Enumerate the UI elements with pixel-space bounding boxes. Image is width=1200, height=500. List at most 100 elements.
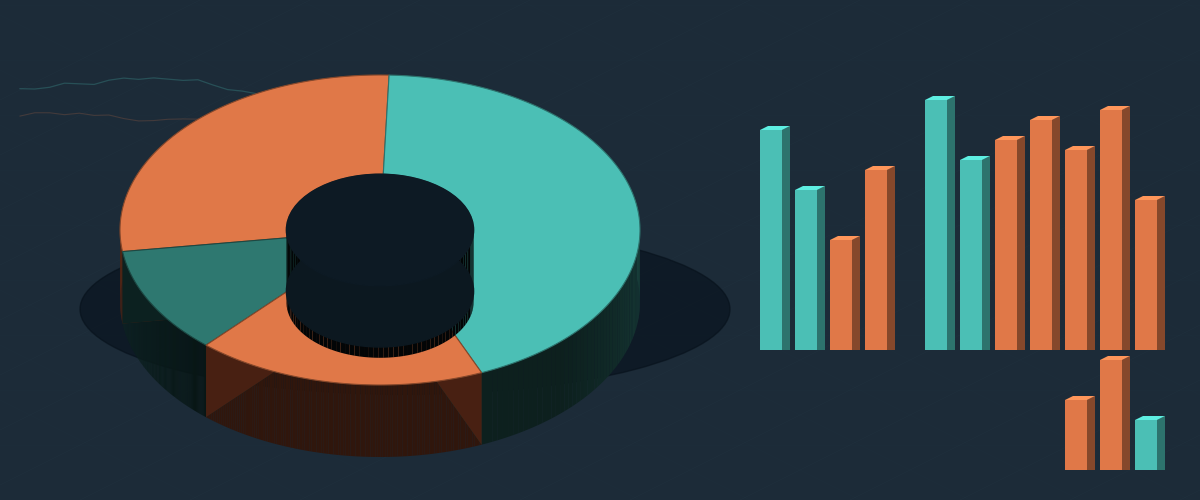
Polygon shape	[368, 286, 374, 358]
Polygon shape	[349, 283, 354, 356]
Polygon shape	[292, 249, 294, 324]
Polygon shape	[298, 257, 300, 332]
Polygon shape	[324, 382, 326, 454]
Polygon shape	[272, 371, 275, 444]
Polygon shape	[312, 268, 316, 342]
Polygon shape	[364, 285, 368, 358]
Polygon shape	[449, 266, 452, 340]
Polygon shape	[592, 318, 594, 392]
Polygon shape	[456, 260, 458, 335]
Polygon shape	[1030, 116, 1060, 120]
Polygon shape	[293, 376, 295, 448]
Polygon shape	[246, 363, 248, 436]
Polygon shape	[383, 75, 389, 246]
Polygon shape	[288, 375, 290, 448]
Polygon shape	[206, 345, 208, 418]
Ellipse shape	[287, 236, 474, 347]
Polygon shape	[425, 278, 426, 351]
Polygon shape	[295, 376, 298, 449]
Polygon shape	[1135, 416, 1165, 420]
Polygon shape	[1087, 146, 1096, 350]
Polygon shape	[569, 334, 572, 409]
Polygon shape	[383, 385, 385, 457]
Polygon shape	[232, 357, 233, 430]
Polygon shape	[403, 283, 408, 356]
Polygon shape	[564, 337, 569, 411]
Polygon shape	[304, 262, 306, 336]
Polygon shape	[1030, 120, 1052, 350]
Polygon shape	[385, 385, 388, 457]
Polygon shape	[307, 378, 310, 451]
Polygon shape	[444, 380, 446, 452]
Polygon shape	[796, 190, 817, 350]
Polygon shape	[210, 347, 211, 420]
Polygon shape	[294, 252, 295, 326]
Polygon shape	[413, 384, 415, 456]
Polygon shape	[624, 280, 626, 355]
Polygon shape	[338, 383, 341, 455]
Polygon shape	[1135, 200, 1157, 350]
Polygon shape	[350, 384, 353, 456]
Polygon shape	[373, 385, 376, 457]
Polygon shape	[1066, 400, 1087, 470]
Polygon shape	[443, 270, 445, 343]
Polygon shape	[434, 274, 438, 347]
Polygon shape	[995, 140, 1018, 350]
Ellipse shape	[80, 224, 730, 394]
Polygon shape	[281, 374, 283, 446]
Polygon shape	[446, 380, 449, 452]
Polygon shape	[334, 382, 336, 455]
Polygon shape	[817, 186, 826, 350]
Polygon shape	[122, 238, 287, 324]
Polygon shape	[434, 382, 437, 454]
Polygon shape	[1087, 396, 1096, 470]
Polygon shape	[425, 382, 427, 454]
Polygon shape	[250, 364, 252, 437]
Polygon shape	[216, 350, 217, 423]
Polygon shape	[413, 281, 418, 354]
Polygon shape	[317, 380, 319, 452]
Polygon shape	[1052, 116, 1060, 350]
Polygon shape	[475, 374, 478, 446]
Polygon shape	[336, 383, 338, 455]
Polygon shape	[329, 382, 331, 454]
Polygon shape	[442, 270, 445, 344]
Polygon shape	[263, 368, 265, 441]
Polygon shape	[420, 383, 422, 455]
Polygon shape	[217, 351, 220, 424]
Polygon shape	[598, 312, 601, 386]
Polygon shape	[206, 272, 317, 417]
Polygon shape	[290, 376, 293, 448]
Polygon shape	[427, 382, 430, 454]
Polygon shape	[618, 290, 620, 365]
Polygon shape	[426, 278, 428, 350]
Polygon shape	[960, 160, 982, 350]
Polygon shape	[796, 186, 826, 190]
Polygon shape	[1100, 106, 1130, 110]
Polygon shape	[252, 365, 254, 438]
Polygon shape	[341, 383, 343, 456]
Polygon shape	[240, 360, 241, 433]
Polygon shape	[437, 381, 439, 454]
Polygon shape	[206, 272, 317, 417]
Polygon shape	[430, 382, 432, 454]
Polygon shape	[523, 358, 528, 432]
Polygon shape	[887, 166, 895, 350]
Polygon shape	[418, 280, 421, 353]
Polygon shape	[326, 382, 329, 454]
Polygon shape	[533, 354, 538, 428]
Polygon shape	[1066, 146, 1096, 150]
Polygon shape	[316, 270, 319, 344]
Polygon shape	[358, 384, 360, 456]
Polygon shape	[346, 384, 348, 456]
Polygon shape	[220, 352, 221, 425]
Polygon shape	[233, 358, 235, 431]
Polygon shape	[392, 384, 395, 457]
Polygon shape	[451, 378, 454, 451]
Polygon shape	[865, 170, 887, 350]
Polygon shape	[406, 384, 408, 456]
Polygon shape	[380, 385, 383, 457]
Polygon shape	[310, 379, 312, 452]
Polygon shape	[122, 238, 287, 324]
Polygon shape	[458, 258, 461, 332]
